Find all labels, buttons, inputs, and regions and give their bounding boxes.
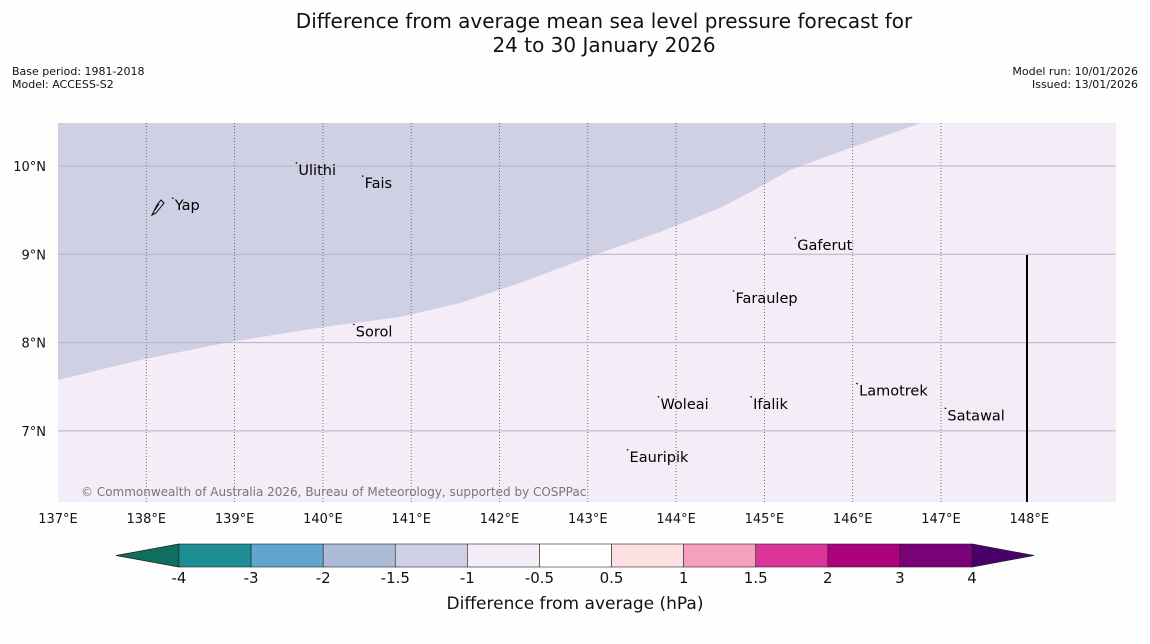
latitude-tick-label: 8°N: [22, 337, 47, 352]
colorbar-extend-high: [971, 543, 1035, 568]
copyright-notice: © Commonwealth of Australia 2026, Bureau…: [81, 485, 586, 499]
longitude-tick-label: 139°E: [215, 512, 255, 527]
longitude-tick-label: 147°E: [921, 512, 961, 527]
longitude-tick-label: 138°E: [127, 512, 167, 527]
longitude-tick-label: 137°E: [38, 512, 78, 527]
colorbar-extend-low: [115, 543, 180, 568]
place-label-ifalik: Ifalik: [753, 397, 788, 413]
colorbar-tick-label: 4: [967, 569, 977, 587]
longitude-tick-label: 148°E: [1010, 512, 1050, 527]
colorbar-segment: [899, 543, 973, 568]
place-label-sorol: Sorol: [356, 324, 393, 340]
longitude-tick-label: 140°E: [303, 512, 343, 527]
place-marker: [361, 175, 364, 177]
longitude-tick-label: 142°E: [480, 512, 520, 527]
latitude-tick-label: 10°N: [13, 160, 46, 175]
meta-right: Model run: 10/01/2026 Issued: 13/01/2026: [1012, 65, 1138, 91]
colorbar: [115, 543, 1035, 568]
colorbar-tick-label: 0.5: [599, 569, 624, 587]
base-period: Base period: 1981-2018: [12, 65, 145, 78]
title-line-1: Difference from average mean sea level p…: [295, 9, 913, 33]
longitude-tick-label: 144°E: [656, 512, 696, 527]
colorbar-label: Difference from average (hPa): [446, 594, 704, 614]
place-marker: [732, 290, 735, 292]
colorbar-segment: [827, 543, 901, 568]
place-label-faraulep: Faraulep: [735, 291, 797, 307]
place-marker: [944, 407, 947, 410]
place-marker: [295, 162, 298, 164]
latitude-tick-labels: 10°N 9°N 8°N 7°N: [13, 160, 46, 440]
place-marker: [856, 382, 858, 385]
place-label-eauripik: Eauripik: [630, 450, 689, 466]
colorbar-tick-label: 1.5: [743, 569, 768, 587]
place-label-satawal: Satawal: [947, 408, 1004, 424]
title-line-2: 24 to 30 January 2026: [492, 33, 716, 57]
colorbar-segment: [683, 543, 757, 568]
place-marker: [794, 237, 797, 239]
latitude-tick-label: 9°N: [22, 248, 47, 263]
colorbar-segment: [539, 543, 612, 568]
place-label-woleai: Woleai: [660, 397, 708, 413]
yap-island-outline: [150, 199, 165, 217]
place-label-yap: Yap: [174, 198, 200, 214]
colorbar-tick-label: -3: [243, 569, 259, 587]
longitude-tick-label: 146°E: [833, 512, 873, 527]
latitude-tick-label: 7°N: [22, 425, 47, 440]
colorbar-tick-label: -1: [459, 569, 475, 587]
colorbar-segment: [322, 543, 396, 568]
model-name: Model: ACCESS-S2: [12, 78, 114, 91]
place-marker: [353, 323, 355, 326]
place-label-ulithi: Ulithi: [298, 163, 336, 179]
colorbar-tick-label: 2: [823, 569, 833, 587]
colorbar-segment: [755, 543, 829, 568]
map-area: Yap Ulithi Fais Sorol Gaferut Faraulep Lamotre…: [58, 123, 1116, 502]
place-marker: [750, 396, 752, 398]
colorbar-tick-label: -1.5: [380, 569, 410, 587]
place-labels: Yap Ulithi Fais Sorol Gaferut Faraulep Lamotre…: [171, 162, 1005, 466]
colorbar-segment: [394, 543, 468, 568]
longitude-tick-label: 141°E: [391, 512, 431, 527]
place-label-fais: Fais: [365, 176, 392, 192]
colorbar-tick-label: -4: [171, 569, 187, 587]
gridlines: [58, 123, 1116, 502]
meta-left: Base period: 1981-2018 Model: ACCESS-S2: [12, 65, 144, 91]
place-label-gaferut: Gaferut: [797, 238, 852, 254]
colorbar-tick-label: 1: [678, 569, 689, 587]
longitude-tick-label: 143°E: [568, 512, 608, 527]
chart-title: Difference from average mean sea level p…: [0, 9, 1150, 57]
anomaly-region-minus1.5-to-minus1: [58, 123, 921, 380]
colorbar-tick-label: -0.5: [524, 569, 555, 587]
model-run: Model run: 10/01/2026: [1012, 65, 1138, 78]
place-marker: [626, 449, 629, 451]
place-label-lamotrek: Lamotrek: [859, 384, 928, 400]
colorbar-segment: [611, 543, 684, 568]
colorbar-segment: [250, 543, 324, 568]
longitude-tick-labels: 137°E 138°E 139°E 140°E 141°E 142°E 143°E 144°E…: [38, 512, 1049, 527]
colorbar-tick-label: -2: [315, 569, 331, 587]
colorbar-segment: [467, 543, 540, 568]
place-marker: [171, 197, 174, 199]
colorbar-tick-label: 3: [895, 569, 905, 587]
longitude-tick-label: 145°E: [745, 512, 785, 527]
issued-date: Issued: 13/01/2026: [1031, 78, 1138, 91]
colorbar-segment: [178, 543, 252, 568]
place-marker: [657, 396, 660, 398]
